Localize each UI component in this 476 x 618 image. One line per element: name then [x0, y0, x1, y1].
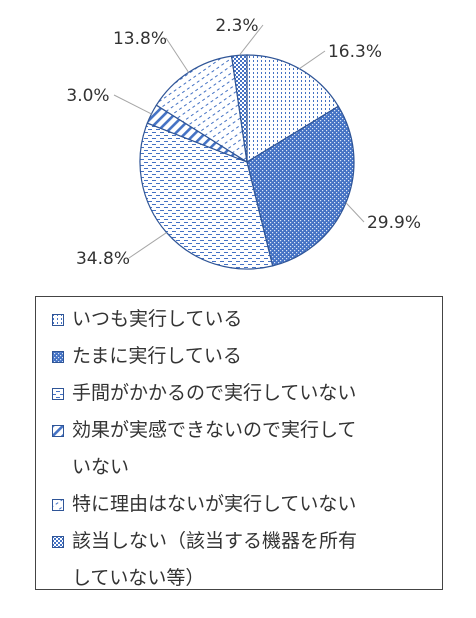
chart-legend: いつも実行している たまに実行している手間がかかるので実行していない効果が実感でき… [35, 296, 443, 590]
pie-slice [230, 54, 248, 163]
pie-chart-svg: 16.3% 29.9% 34.8% 3.0% 13.8% 2.3% [66, 16, 421, 270]
pie-slice [155, 55, 248, 164]
legend-label: いつも実行している [72, 308, 243, 330]
data-label: 16.3% [328, 42, 382, 62]
pie-chart: 16.3% 29.9% 34.8% 3.0% 13.8% 2.3% [0, 0, 476, 290]
legend-swatch [52, 388, 64, 400]
leader-line [299, 50, 326, 70]
legend-label: 手間がかかるので実行していない [72, 382, 357, 404]
legend-swatch [52, 425, 64, 437]
data-label: 34.8% [76, 249, 130, 269]
leader-line [238, 24, 264, 56]
legend-swatch [52, 536, 64, 548]
legend-label: たまに実行している [72, 345, 242, 367]
leader-line [345, 202, 365, 223]
leader-line [128, 232, 167, 259]
legend-swatch [52, 314, 64, 326]
legend-swatch [52, 351, 64, 363]
leader-line [113, 94, 152, 115]
legend-label: 効果が実感できないので実行して いない [72, 419, 357, 478]
legend-swatch [52, 499, 64, 511]
data-label: 2.3% [215, 16, 258, 36]
leader-line [165, 37, 190, 73]
legend-label: 特に理由はないが実行していない [72, 493, 357, 515]
legend-label: 該当しない（該当する機器を所有 していない等） [72, 530, 358, 589]
data-label: 3.0% [66, 86, 109, 106]
data-label: 13.8% [113, 29, 167, 49]
pie-slice [246, 54, 340, 164]
data-label: 29.9% [367, 213, 421, 233]
